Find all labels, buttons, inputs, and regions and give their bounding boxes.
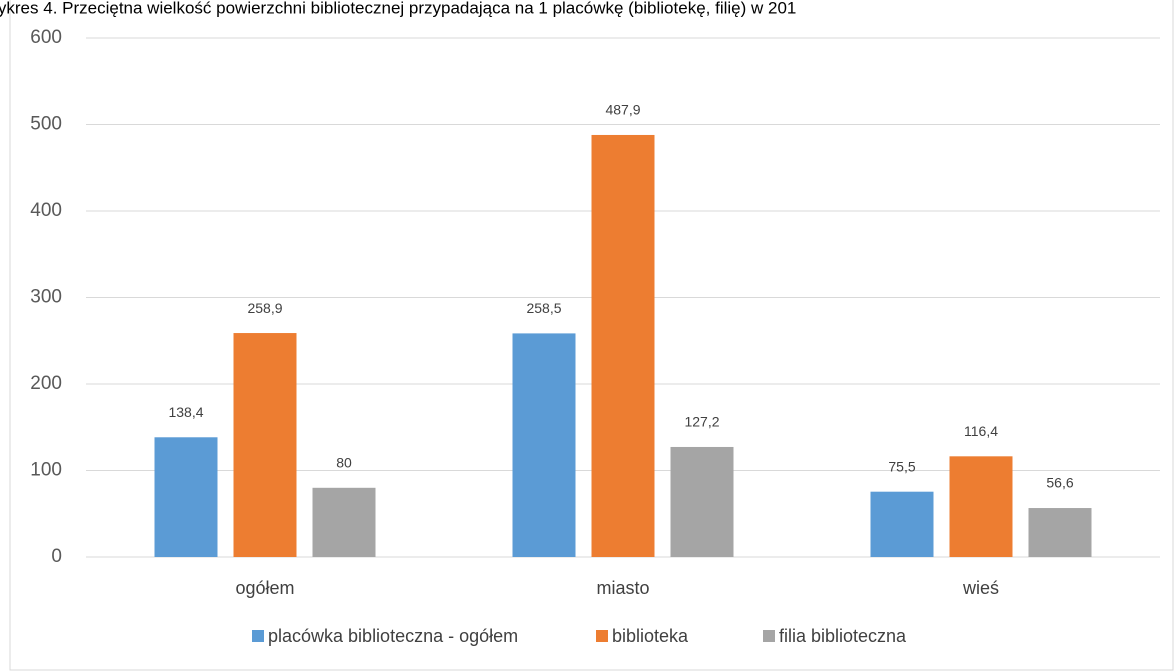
x-tick-label: ogółem (235, 578, 294, 598)
y-tick-label: 0 (51, 546, 62, 567)
y-tick-label: 100 (30, 460, 62, 481)
bar (233, 333, 297, 557)
bar (670, 446, 734, 557)
y-tick-label: 600 (30, 27, 62, 48)
x-tick-label: miasto (596, 578, 649, 598)
bar (870, 491, 934, 557)
data-label: 75,5 (888, 458, 915, 474)
data-label: 127,2 (684, 414, 719, 430)
data-label: 258,9 (247, 300, 282, 316)
bar (1028, 508, 1092, 557)
legend-label: placówka biblioteczna - ogółem (268, 626, 518, 646)
x-tick-label: wieś (962, 578, 999, 598)
y-tick-label: 400 (30, 200, 62, 221)
chart-border (9, 0, 1174, 671)
data-label: 258,5 (526, 300, 561, 316)
data-label: 487,9 (605, 102, 640, 118)
data-label: 138,4 (168, 404, 203, 420)
bar (949, 456, 1013, 557)
bar (512, 333, 576, 557)
y-tick-label: 200 (30, 373, 62, 394)
legend-swatch (596, 630, 608, 642)
data-label: 80 (336, 455, 352, 471)
y-tick-label: 300 (30, 287, 62, 308)
y-tick-label: 500 (30, 114, 62, 135)
chart-title: Wykres 4. Przeciętna wielkość powierzchn… (0, 0, 796, 17)
legend-label: biblioteka (612, 626, 689, 646)
data-label: 56,6 (1046, 475, 1073, 491)
data-label: 116,4 (964, 423, 998, 439)
legend-swatch (252, 630, 264, 642)
bar (154, 437, 218, 557)
bar (591, 134, 655, 558)
legend-swatch (763, 630, 775, 642)
bar (312, 487, 376, 557)
legend-label: filia biblioteczna (779, 626, 907, 646)
